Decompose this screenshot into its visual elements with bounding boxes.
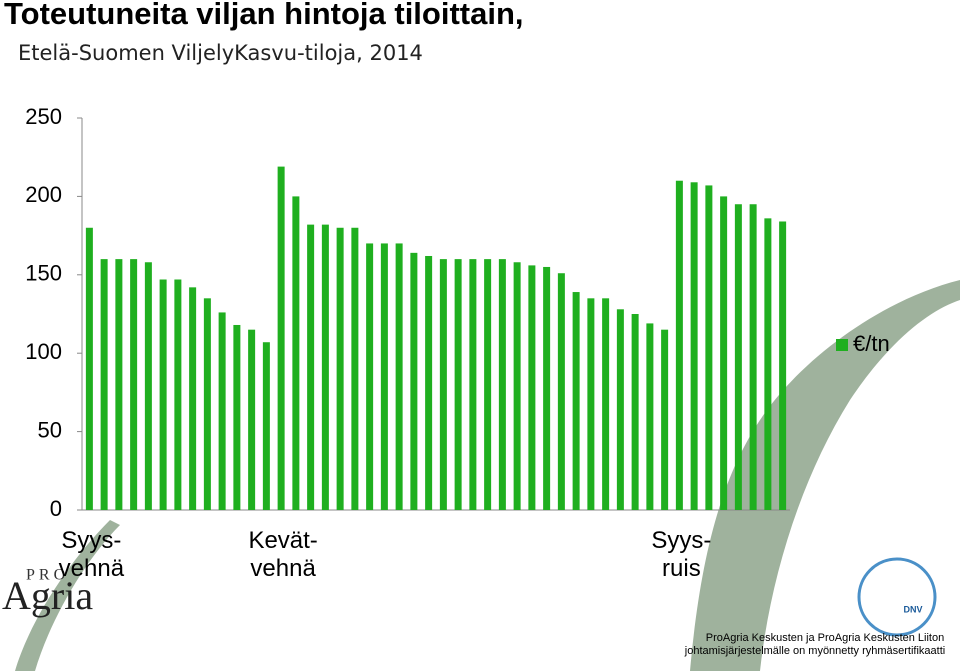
chart-title: Toteutuneita viljan hintoja tiloittain, — [4, 0, 524, 31]
cert-badge — [857, 557, 937, 637]
bar — [602, 298, 610, 510]
plot: 0 50 100 150 200 250 €/tn — [25, 104, 889, 521]
chart-subtitle: Etelä-Suomen ViljelyKasvu-tiloja, 2014 — [18, 41, 423, 65]
bar — [587, 298, 595, 510]
x-tick-label: Kevät- vehnä — [248, 527, 318, 582]
bar — [100, 259, 108, 510]
bar — [159, 279, 167, 510]
bar — [174, 279, 182, 510]
cert-badge-text: DNV — [903, 604, 922, 614]
legend-swatch — [836, 339, 848, 351]
logo-top: PRO — [26, 567, 69, 584]
bar — [262, 342, 270, 510]
bar — [646, 323, 654, 510]
swoosh — [690, 280, 960, 671]
bar — [144, 262, 152, 510]
bar — [543, 266, 551, 510]
y-tick-label: 250 — [25, 104, 62, 129]
bar — [292, 196, 300, 510]
bar — [277, 166, 285, 510]
bar — [233, 324, 241, 510]
bar — [631, 314, 639, 510]
bar — [248, 329, 256, 510]
bar — [85, 227, 93, 510]
bar — [130, 259, 138, 510]
bar — [764, 218, 772, 511]
bar — [395, 243, 403, 510]
swoosh — [15, 520, 120, 671]
bar — [366, 243, 374, 510]
bar — [469, 259, 477, 510]
x-tick-label: Syys- vehnä — [58, 527, 125, 582]
logo-bottom: Agria — [2, 573, 93, 618]
bar — [380, 243, 388, 510]
bar — [484, 259, 492, 510]
bar — [189, 287, 197, 510]
bar — [528, 265, 536, 510]
bar — [425, 255, 433, 510]
bar — [454, 259, 462, 510]
bar — [661, 329, 669, 510]
bar — [321, 224, 329, 510]
bar — [410, 252, 418, 510]
bar — [351, 227, 359, 510]
bar — [675, 180, 683, 510]
bar — [115, 259, 123, 510]
cert-line: ProAgria Keskusten ja ProAgria Keskusten… — [706, 632, 944, 644]
bar — [203, 298, 211, 510]
x-tick-label: Syys- ruis — [651, 527, 712, 582]
legend-label: €/tn — [853, 331, 890, 356]
bar — [513, 262, 521, 510]
bar — [779, 221, 787, 510]
cert-line: johtamisjärjestelmälle on myönnetty ryhm… — [684, 645, 945, 657]
bar — [336, 227, 344, 510]
bar — [705, 185, 713, 510]
bar — [218, 312, 226, 510]
bar — [720, 196, 728, 510]
bar — [307, 224, 315, 510]
bar — [572, 292, 580, 510]
bar — [690, 182, 698, 510]
y-tick-label: 100 — [25, 339, 62, 364]
y-tick-label: 150 — [25, 261, 62, 286]
bar — [498, 259, 506, 510]
bar — [749, 204, 757, 511]
y-tick-label: 50 — [38, 417, 62, 442]
bar — [439, 259, 447, 510]
bar — [616, 309, 624, 510]
y-tick-label: 200 — [25, 182, 62, 207]
y-tick-label: 0 — [50, 496, 62, 521]
bar — [734, 204, 742, 511]
bar — [557, 273, 565, 510]
